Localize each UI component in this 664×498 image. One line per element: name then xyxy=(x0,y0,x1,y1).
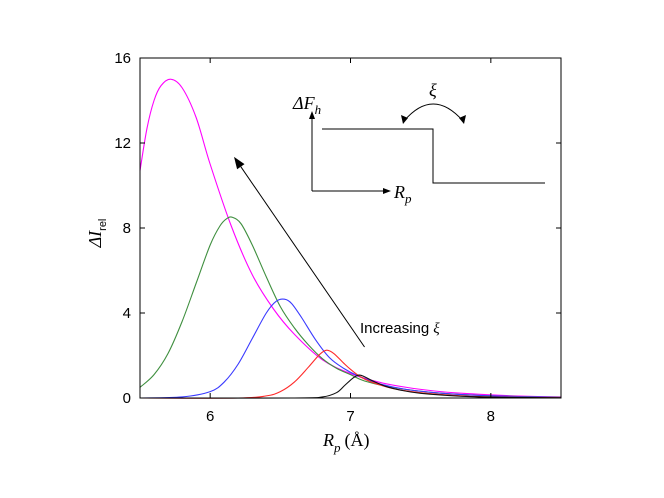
svg-text:Rp: Rp xyxy=(393,182,412,206)
trend-arrow-head xyxy=(234,156,245,170)
series-line-4 xyxy=(139,349,562,399)
y-tick-label: 8 xyxy=(123,220,131,237)
inset-y-symbol: ΔF xyxy=(292,93,316,113)
svg-text:Rp(Å): Rp (Å) xyxy=(322,430,370,455)
svg-text:ΔIrel: ΔIrel xyxy=(85,219,109,249)
y-tick-label: 4 xyxy=(123,305,131,322)
x-axis-title: Rp (Å) xyxy=(322,430,370,455)
inset-x-symbol: R xyxy=(393,182,405,202)
trend-arrow-line xyxy=(240,166,365,348)
series-line-5 xyxy=(139,374,562,399)
inset-parameter-symbol: ξ xyxy=(429,80,437,100)
y-axis-symbol: ΔI xyxy=(85,230,105,249)
inset-y-subscript: h xyxy=(315,102,322,117)
y-axis-subscript: rel xyxy=(97,219,109,231)
y-axis-title: ΔIrel xyxy=(85,219,109,249)
x-axis-subscript: p xyxy=(333,440,341,455)
svg-text:ΔFh: ΔFh xyxy=(292,93,321,117)
inset-step-schematic: ΔFh Rp ξ xyxy=(292,80,545,206)
x-tick-label: 6 xyxy=(206,408,214,425)
x-axis-symbol: R xyxy=(322,430,334,450)
annotation-symbol: ξ xyxy=(433,321,440,337)
inset-left-arrowhead xyxy=(401,115,408,124)
x-axis-unit: (Å) xyxy=(345,430,370,451)
plot-frame xyxy=(139,57,562,399)
inset-right-arrowhead xyxy=(459,115,466,124)
y-tick-label: 12 xyxy=(114,135,131,152)
inset-x-arrowhead xyxy=(383,188,391,194)
series-line-2 xyxy=(139,216,562,398)
inset-double-arrow xyxy=(403,103,464,122)
x-axis-ticks: 6 7 8 xyxy=(206,58,495,425)
inset-y-arrowhead xyxy=(309,111,315,119)
y-axis-ticks: 0 4 8 12 16 xyxy=(114,50,561,407)
series-line-3 xyxy=(139,298,562,399)
annotation-text: Increasing xyxy=(360,320,429,337)
plot-lines xyxy=(139,78,562,399)
y-tick-label: 0 xyxy=(123,390,131,407)
increasing-annotation: Increasing ξ xyxy=(234,156,440,348)
x-tick-label: 8 xyxy=(487,408,495,425)
series-line-1 xyxy=(139,78,562,398)
inset-step-profile xyxy=(322,128,545,184)
y-tick-label: 16 xyxy=(114,50,131,67)
x-tick-label: 7 xyxy=(346,408,354,425)
inset-x-subscript: p xyxy=(404,191,412,206)
